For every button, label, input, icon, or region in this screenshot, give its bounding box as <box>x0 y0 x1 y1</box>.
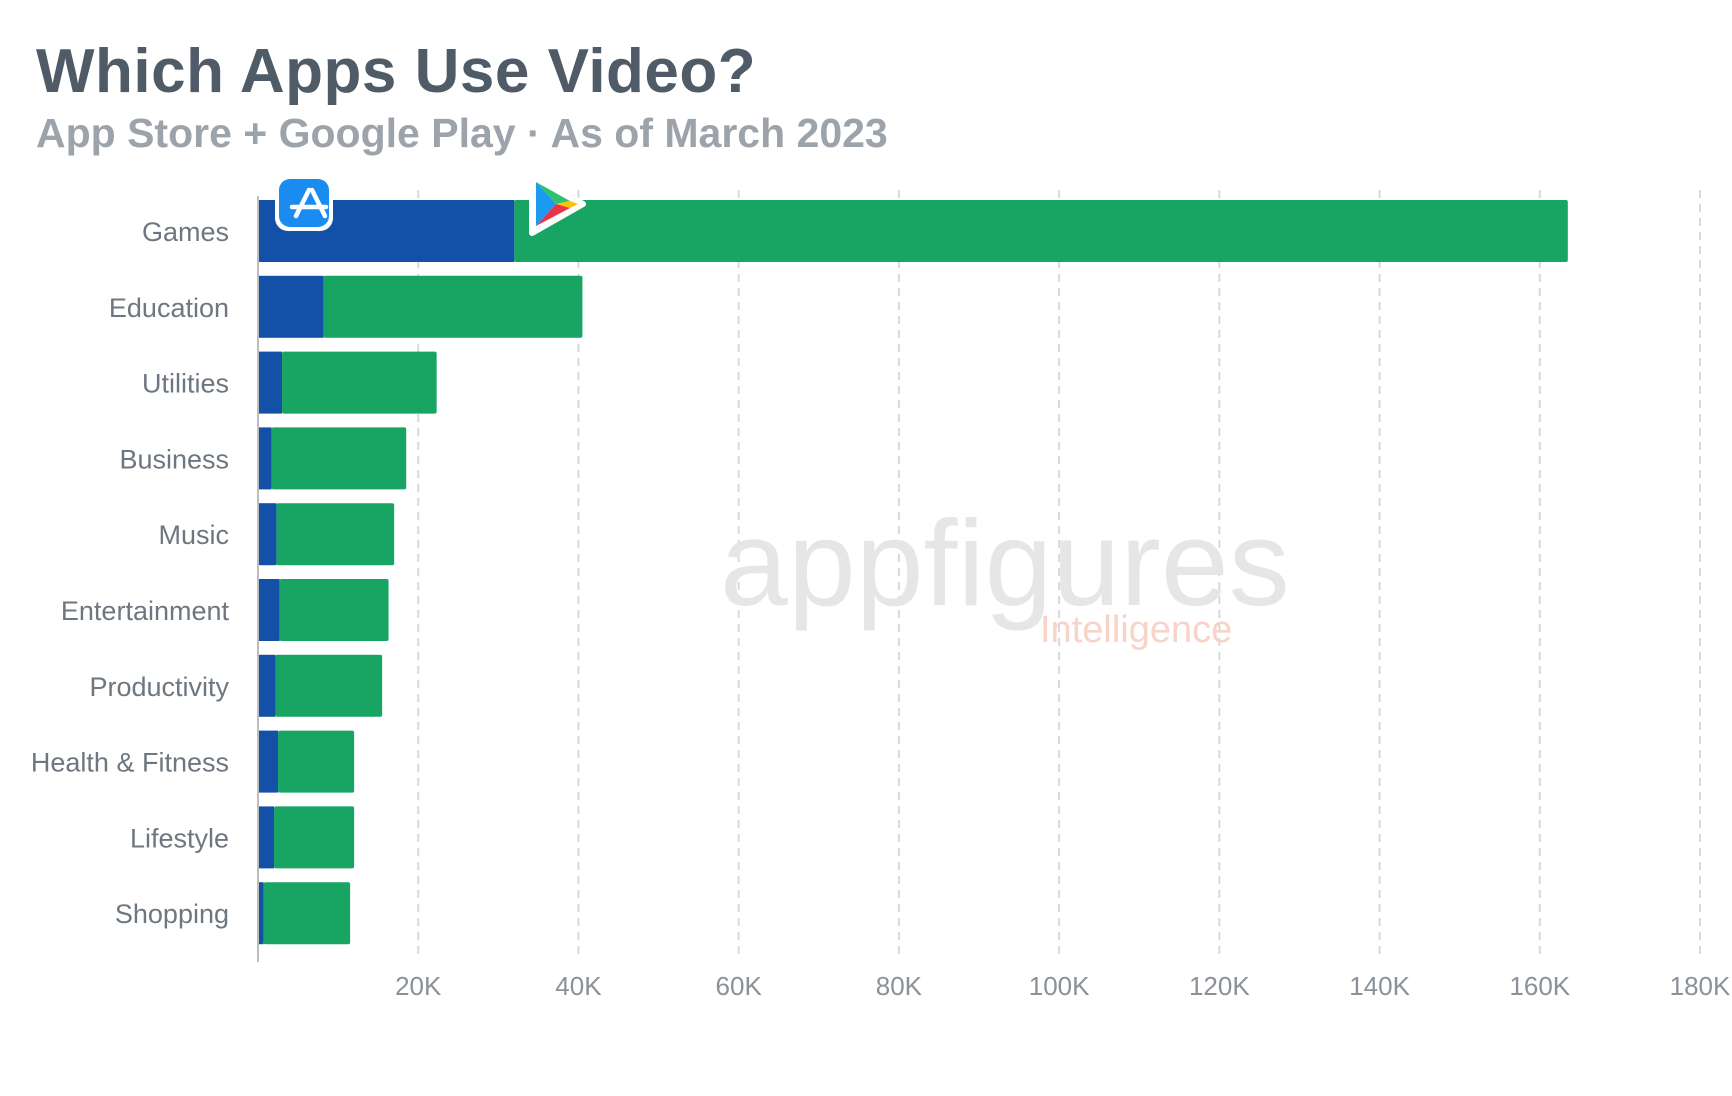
category-label: Music <box>158 520 229 550</box>
category-label: Business <box>119 444 229 474</box>
bar-segment <box>323 275 583 338</box>
x-tick-label: 160K <box>1509 971 1570 1001</box>
x-tick-label: 20K <box>395 971 442 1001</box>
bar-segment <box>275 654 383 717</box>
chart-subtitle: App Store + Google Play · As of March 20… <box>36 110 888 156</box>
x-tick-label: 40K <box>555 971 602 1001</box>
bar-segment <box>271 427 407 490</box>
category-label: Games <box>142 217 229 247</box>
category-label: Education <box>109 293 229 323</box>
x-tick-label: 60K <box>716 971 763 1001</box>
bars <box>258 200 1568 945</box>
x-tick-label: 180K <box>1670 971 1731 1001</box>
bar-segment <box>258 351 283 414</box>
bar-segment <box>258 654 276 717</box>
category-label: Lifestyle <box>130 823 229 853</box>
bar-segment <box>258 730 279 793</box>
x-tick-labels: 20K 40K 60K 80K 100K 120K 140K 160K 180K <box>395 971 1731 1001</box>
chart-title: Which Apps Use Video? <box>36 37 757 106</box>
bar-segment <box>278 730 355 793</box>
bar-segment <box>282 351 437 414</box>
bar-segment <box>274 806 355 869</box>
bar-segment <box>258 503 277 566</box>
x-tick-label: 140K <box>1349 971 1410 1001</box>
bar-segment <box>258 427 272 490</box>
category-label: Productivity <box>89 672 229 702</box>
category-labels: Games Education Utilities Business Music Ente… <box>31 217 230 929</box>
bar-segment <box>258 882 264 945</box>
x-tick-label: 80K <box>876 971 923 1001</box>
bar-segment <box>514 200 1568 262</box>
watermark: appfigures Intelligence <box>720 495 1290 651</box>
bar-segment <box>279 579 389 641</box>
x-tick-label: 100K <box>1029 971 1090 1001</box>
google-play-icon <box>529 172 586 236</box>
category-label: Entertainment <box>61 596 230 626</box>
category-label: Shopping <box>115 899 229 929</box>
category-label: Health & Fitness <box>31 748 229 778</box>
category-label: Utilities <box>142 369 229 399</box>
watermark-brand: appfigures <box>720 495 1290 631</box>
watermark-product: Intelligence <box>1040 609 1232 651</box>
bar-segment <box>258 579 280 641</box>
bar-segment <box>258 806 275 869</box>
bar-segment <box>258 275 324 338</box>
bar-segment <box>276 503 395 566</box>
bar-segment <box>263 882 351 945</box>
x-tick-label: 120K <box>1189 971 1250 1001</box>
app-store-icon <box>275 175 333 231</box>
